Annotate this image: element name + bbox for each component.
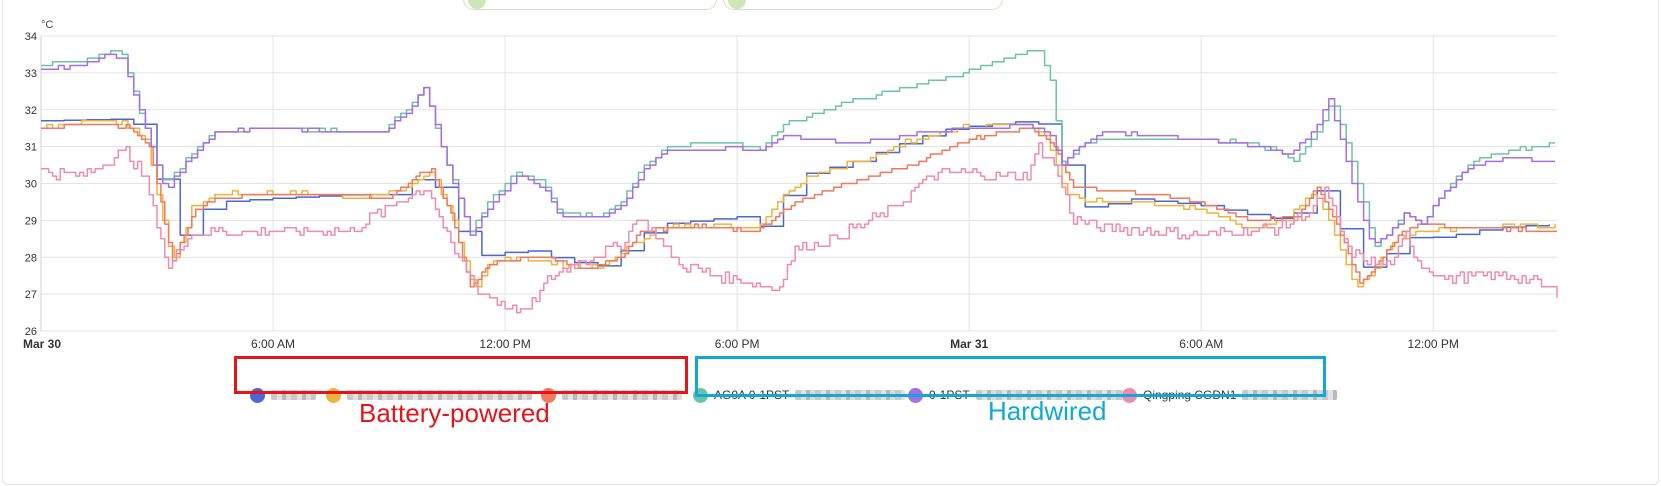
x-tick-label: 12:00 PM	[479, 337, 530, 351]
x-tick-label: 6:00 AM	[1179, 337, 1223, 351]
x-tick-label: Mar 30	[23, 337, 61, 351]
y-tick-label: 31	[25, 142, 37, 154]
y-tick-label: 33	[25, 68, 37, 80]
temperature-line-chart: °C 26 27 28 29 30 31 32 33 34 Mar 30 6:00 AM 12:00…	[23, 19, 1558, 351]
grid-lines	[40, 35, 1557, 332]
y-tick-label: 26	[25, 326, 37, 338]
series-line-5	[41, 142, 1558, 314]
y-axis-unit: °C	[41, 19, 53, 31]
hardwired-label: Hardwired	[988, 396, 1107, 426]
y-tick-label: 28	[25, 252, 37, 264]
battery-powered-box	[234, 356, 688, 394]
x-tick-labels: Mar 30 6:00 AM 12:00 PM 6:00 PM Mar 31 6:00 A…	[23, 337, 1459, 351]
x-tick-label: 6:00 PM	[715, 337, 760, 351]
x-tick-label: Mar 31	[950, 337, 988, 351]
y-tick-label: 27	[25, 289, 37, 301]
x-tick-label: 12:00 PM	[1408, 337, 1459, 351]
series-line-3	[41, 49, 1556, 247]
y-tick-label: 30	[25, 179, 37, 191]
y-tick-labels: 26 27 28 29 30 31 32 33 34	[25, 31, 37, 338]
battery-powered-label: Battery-powered	[359, 398, 550, 428]
y-tick-label: 34	[25, 31, 37, 43]
chip-dot	[468, 0, 486, 9]
series-line-4	[41, 53, 1556, 244]
legend-redacted-text	[347, 390, 532, 400]
series-lines	[41, 49, 1558, 314]
series-line-0	[41, 118, 1551, 268]
hardwired-box	[695, 356, 1326, 397]
legend-redacted-text	[562, 390, 682, 400]
x-tick-label: 6:00 AM	[251, 337, 295, 351]
y-tick-label: 29	[25, 215, 37, 227]
series-line-1	[41, 120, 1556, 288]
series-line-2	[41, 123, 1557, 288]
y-tick-label: 32	[25, 105, 37, 117]
legend-redacted-text	[271, 390, 316, 400]
chip-dot	[728, 0, 746, 9]
